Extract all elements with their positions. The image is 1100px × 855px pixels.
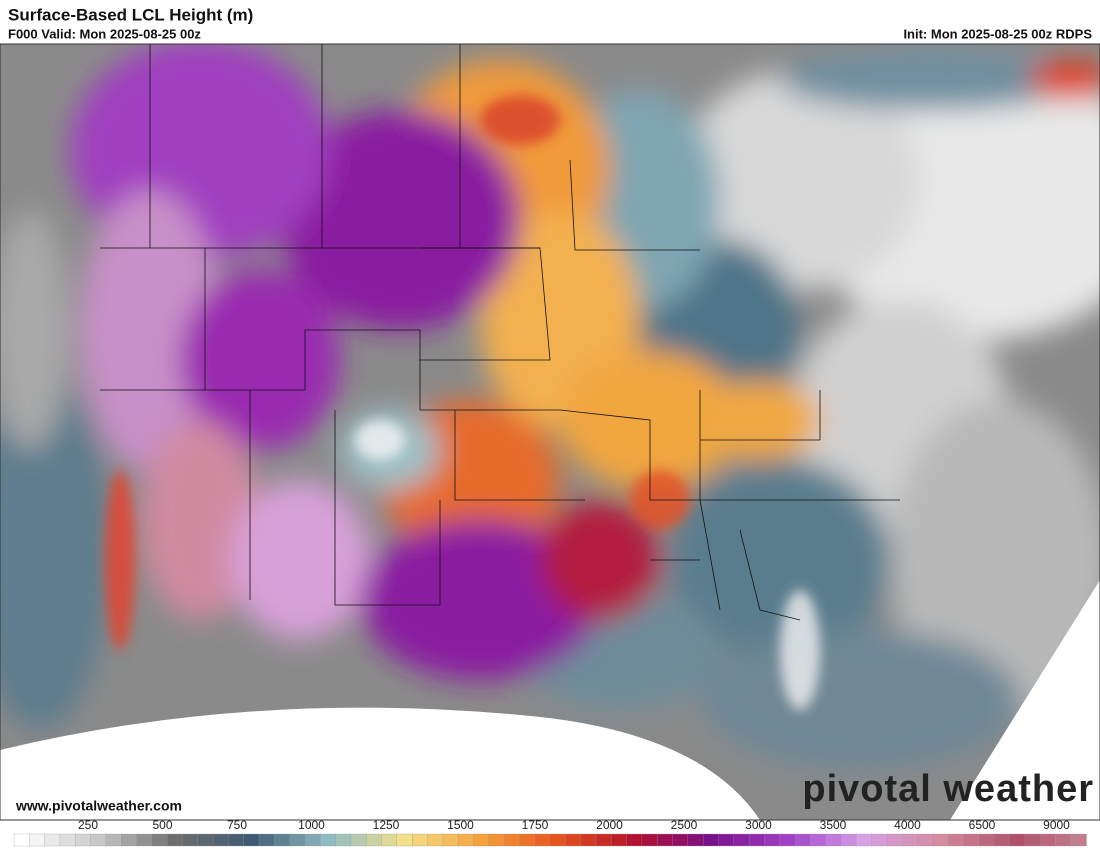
colorbar-label: 1500 xyxy=(447,818,474,832)
colorbar-swatch xyxy=(702,833,720,847)
colorbar-swatch xyxy=(13,833,30,847)
colorbar-label: 250 xyxy=(78,818,98,832)
colorbar-swatch xyxy=(320,833,337,847)
colorbar-swatch xyxy=(1009,833,1026,847)
colorbar-swatch xyxy=(549,833,566,847)
colorbar-swatch xyxy=(197,833,214,847)
colorbar-swatch xyxy=(228,833,245,847)
colorbar-label: 6500 xyxy=(969,818,996,832)
colorbar-swatch xyxy=(289,833,306,847)
colorbar-swatch xyxy=(1039,833,1057,847)
no-data-area xyxy=(950,580,1100,820)
colorbar-swatch xyxy=(764,833,781,847)
colorbar-swatch xyxy=(90,833,107,847)
colorbar-label: 2500 xyxy=(671,818,698,832)
colorbar-swatch xyxy=(442,833,459,847)
colorbar-swatch xyxy=(519,833,536,847)
colorbar-swatch xyxy=(978,833,995,847)
colorbar-swatch xyxy=(366,833,383,847)
colorbar-swatch xyxy=(932,833,949,847)
colorbar-swatch xyxy=(595,833,612,847)
colorbar-swatch xyxy=(963,833,980,847)
colorbar-swatch xyxy=(871,833,888,847)
colorbar-swatch xyxy=(902,833,919,847)
boundaries xyxy=(100,44,900,621)
colorbar-swatch xyxy=(136,833,153,847)
colorbar-swatch xyxy=(304,833,321,847)
colorbar-swatch xyxy=(840,833,857,847)
colorbar-swatch xyxy=(948,833,965,847)
colorbar-label: 9000 xyxy=(1043,818,1070,832)
colorbar-swatch xyxy=(1070,833,1087,847)
colorbar-label: 3500 xyxy=(820,818,847,832)
colorbar-swatch xyxy=(427,833,444,847)
colorbar-swatch xyxy=(29,833,46,847)
colorbar-swatch xyxy=(335,833,352,847)
colorbar-swatch xyxy=(718,833,735,847)
colorbar-swatch xyxy=(565,833,582,847)
colorbar-label: 2000 xyxy=(596,818,623,832)
colorbar-swatch xyxy=(121,833,138,847)
colorbar-swatch xyxy=(1055,833,1072,847)
colorbar-label: 1750 xyxy=(522,818,549,832)
colorbar-label: 500 xyxy=(152,818,172,832)
colorbar-swatch xyxy=(641,833,658,847)
colorbar-label: 4000 xyxy=(894,818,921,832)
colorbar-swatch xyxy=(626,833,643,847)
colorbar-swatch xyxy=(657,833,674,847)
colorbar-swatch xyxy=(733,833,750,847)
colorbar-swatch xyxy=(1024,833,1041,847)
colorbar-swatch xyxy=(59,833,76,847)
colorbar-swatch xyxy=(611,833,628,847)
colorbar-swatch xyxy=(856,833,873,847)
colorbar-swatch xyxy=(243,833,260,847)
title: Surface-Based LCL Height (m) xyxy=(8,5,253,24)
logo: pivotal weather xyxy=(802,768,1094,810)
map xyxy=(0,44,1100,820)
colorbar-swatch xyxy=(534,833,551,847)
colorbar-swatch xyxy=(457,833,475,847)
colorbar-label: 1000 xyxy=(298,818,325,832)
colorbar-label: 3000 xyxy=(745,818,772,832)
colorbar-swatch xyxy=(779,833,796,847)
website: www.pivotalweather.com xyxy=(15,798,182,814)
colorbar-swatch xyxy=(151,833,168,847)
colorbar-swatch xyxy=(258,833,275,847)
colorbar: 250 500 750 1000 1250 1500 1750 2000 2500 3000 350… xyxy=(13,818,1087,847)
colorbar-swatch xyxy=(687,833,704,847)
colorbar-swatch xyxy=(488,833,505,847)
colorbar-swatch xyxy=(917,833,934,847)
colorbar-swatch xyxy=(412,833,429,847)
colorbar-swatch xyxy=(503,833,521,847)
colorbar-swatch xyxy=(396,833,413,847)
colorbar-swatch xyxy=(886,833,903,847)
colorbar-swatch xyxy=(672,833,689,847)
colorbar-swatch xyxy=(44,833,61,847)
colorbar-label: 750 xyxy=(227,818,247,832)
colorbar-swatch xyxy=(166,833,184,847)
colorbar-swatch xyxy=(748,833,766,847)
colorbar-swatch xyxy=(212,833,230,847)
colorbar-label: 1250 xyxy=(373,818,400,832)
colorbar-swatch xyxy=(350,833,367,847)
colorbar-swatch xyxy=(182,833,199,847)
colorbar-swatch xyxy=(105,833,122,847)
colorbar-swatch xyxy=(75,833,92,847)
colorbar-swatch xyxy=(274,833,291,847)
valid-time: F000 Valid: Mon 2025-08-25 00z xyxy=(8,26,201,41)
map-frame xyxy=(0,43,1100,821)
colorbar-swatch xyxy=(794,833,811,847)
colorbar-swatch xyxy=(825,833,842,847)
colorbar-swatch xyxy=(993,833,1011,847)
init-time: Init: Mon 2025-08-25 00z RDPS xyxy=(903,26,1092,41)
colorbar-swatch xyxy=(473,833,490,847)
colorbar-swatch xyxy=(810,833,827,847)
no-data-area xyxy=(0,707,760,820)
colorbar-swatch xyxy=(381,833,398,847)
colorbar-swatch xyxy=(580,833,597,847)
